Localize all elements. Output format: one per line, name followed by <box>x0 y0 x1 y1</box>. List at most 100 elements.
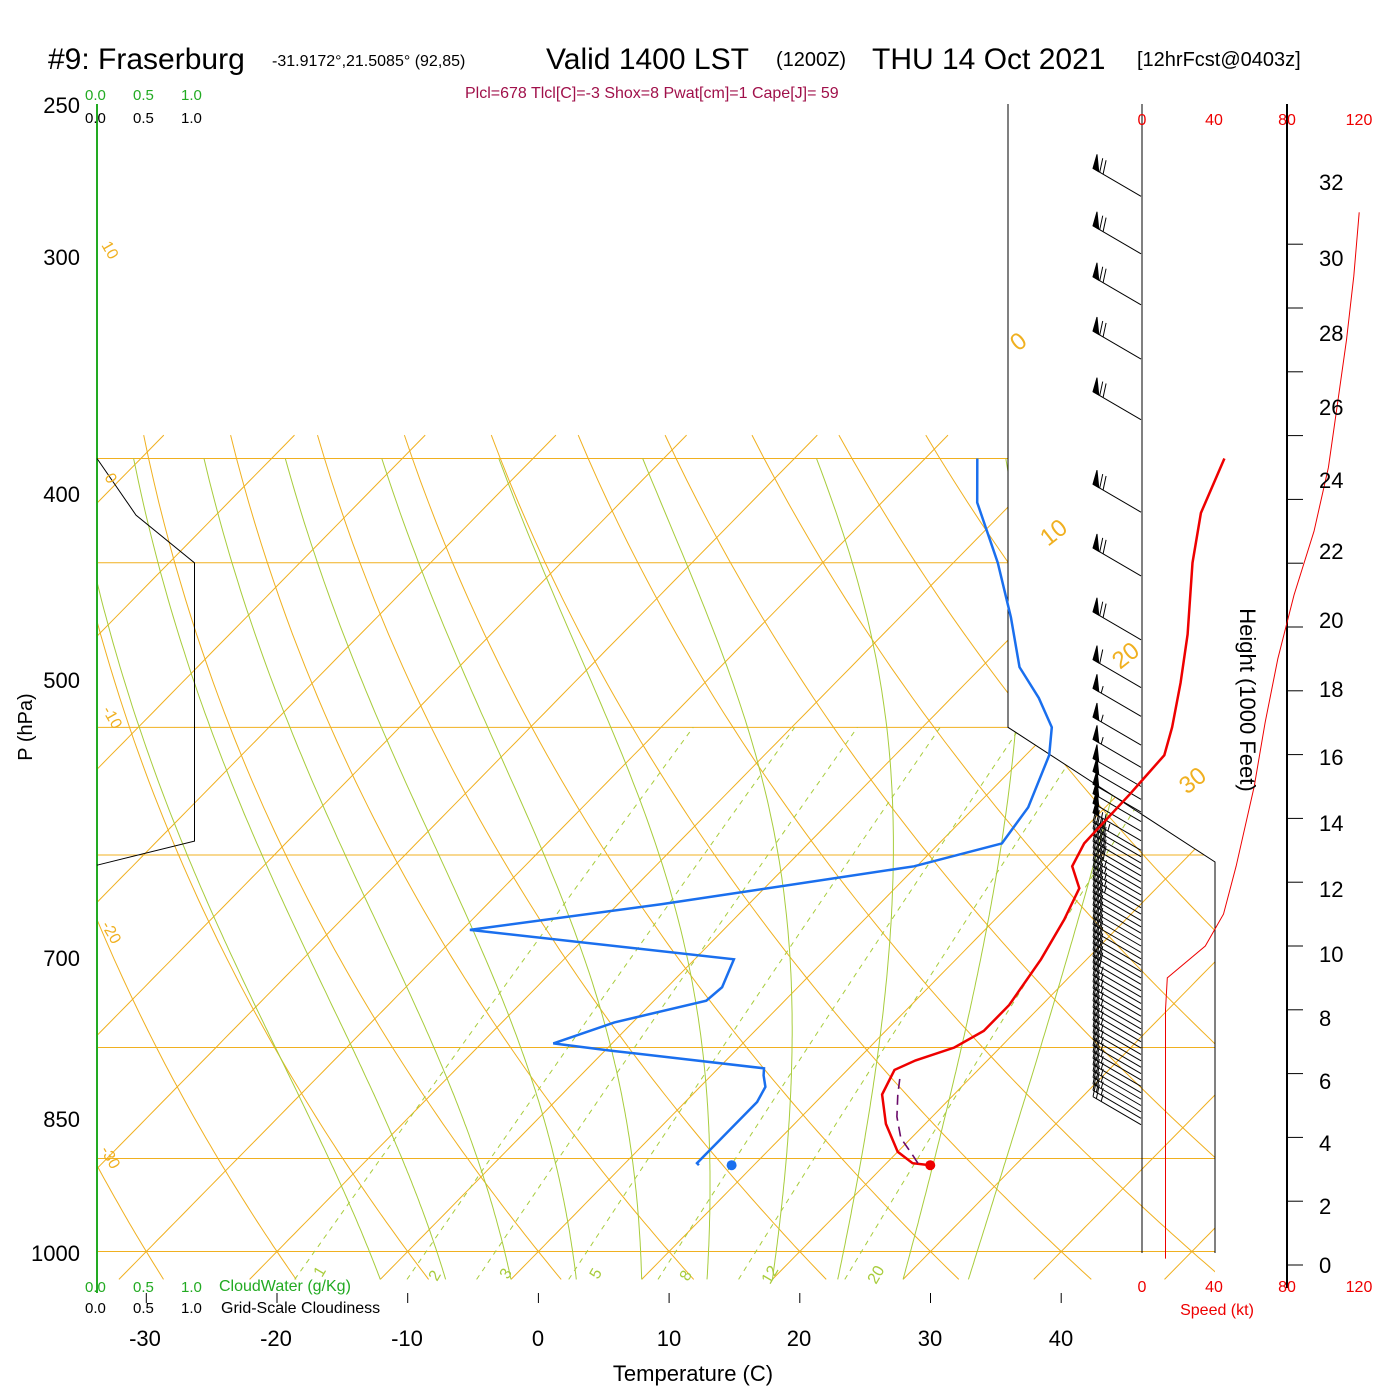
wind-barb-flag <box>1102 383 1107 398</box>
wind-barb-flag <box>1102 603 1107 618</box>
wind-barb-shaft <box>1092 860 1142 890</box>
x-axis-title: Temperature (C) <box>613 1361 773 1386</box>
cloud-scale-top: 0.0 0.5 1.0 0.0 0.5 1.0 <box>85 87 202 127</box>
wind-barb-pennant <box>1092 757 1100 776</box>
wind-barb-pennant <box>1092 533 1100 553</box>
cloud-tick-bottom: 0.0 <box>85 1279 106 1296</box>
dry-adiabat-label: 10 <box>98 239 122 263</box>
height-tick-label: 24 <box>1319 468 1343 493</box>
wind-barb-shaft <box>1092 225 1142 255</box>
dry-adiabat-line <box>230 434 695 1280</box>
pressure-tick-label: 300 <box>43 245 80 270</box>
dry-adiabat-label: -30 <box>97 1144 123 1173</box>
wind-barb-half-flag <box>1100 736 1104 745</box>
wind-barb-shaft <box>1092 904 1142 934</box>
wind-barb-shaft <box>1092 659 1142 689</box>
isotherm-line <box>97 434 687 1280</box>
temp-tick-label: -10 <box>391 1326 423 1351</box>
parcel-trace <box>896 1076 919 1164</box>
wind-barb-half-flag <box>1100 714 1104 722</box>
height-tick-label: 28 <box>1319 321 1343 346</box>
wind-barb-shaft <box>1092 866 1142 896</box>
dry-adiabat-line <box>317 434 827 1280</box>
temp-tick-label: 0 <box>532 1326 544 1351</box>
wind-barb-pennant <box>1092 377 1100 396</box>
wind-barb <box>1092 779 1142 823</box>
height-tick-label: 10 <box>1319 942 1343 967</box>
surface-dewpoint-point <box>726 1160 737 1171</box>
height-tick-label: 32 <box>1319 170 1343 195</box>
plot-right-border <box>1007 104 1216 1253</box>
wind-barb-flag <box>1099 649 1104 664</box>
wind-barb-flag <box>1099 812 1104 827</box>
isotherm-line <box>97 434 818 1280</box>
isotherm-line <box>97 434 557 1280</box>
wind-barb-shaft <box>1092 879 1142 909</box>
wind-barb-half-flag <box>1100 685 1104 694</box>
height-tick-label: 30 <box>1319 246 1343 271</box>
moist-adiabat-line <box>97 458 381 1280</box>
speed-tick-label: 40 <box>1205 1279 1223 1296</box>
y-axis-title: P (hPa) <box>15 693 37 760</box>
wind-barb-pennant <box>1092 211 1100 231</box>
wind-barb-flag <box>1099 601 1104 616</box>
wind-barb-shaft <box>1092 167 1142 197</box>
wind-barb <box>1092 597 1142 641</box>
isotherm-line <box>902 434 1215 1280</box>
wind-barb-flag <box>1102 268 1107 283</box>
wind-barb-pennant <box>1092 725 1100 744</box>
mixing-ratio-labels: 1 2 3 5 8 12 20 <box>311 1263 889 1287</box>
isotherm-line <box>97 434 165 1280</box>
height-tick-label: 12 <box>1319 877 1343 902</box>
wind-barb-pennant <box>1092 645 1100 664</box>
wind-barb-shaft <box>1092 892 1142 921</box>
speed-tick-label: 80 <box>1278 112 1296 129</box>
wind-barb-shaft <box>1092 483 1142 513</box>
temp-tick-label: 30 <box>918 1326 942 1351</box>
mixing-ratio-label: 12 <box>759 1263 783 1287</box>
height-tick-label: 16 <box>1319 745 1343 770</box>
pressure-tick-label: 500 <box>43 668 80 693</box>
dry-adiabat-line <box>1360 435 1400 1279</box>
moist-adiabat-line <box>642 458 793 1280</box>
wind-barb <box>1092 316 1142 360</box>
dry-adiabat-line <box>97 435 164 1280</box>
moist-adiabat-line <box>133 458 447 1280</box>
wind-barb-flag <box>1092 814 1097 829</box>
cloud-tick-bottom: 1.0 <box>181 1279 202 1296</box>
isotherm-line <box>97 434 295 1280</box>
mixing-ratio-label: 8 <box>677 1268 696 1284</box>
speed-axis-title: Speed (kt) <box>1180 1302 1254 1319</box>
wind-barb-shaft <box>1092 885 1142 915</box>
wind-barb-shaft <box>1092 611 1142 641</box>
wind-barb-pennant <box>1092 702 1100 722</box>
cloudiness-tick-bottom: 0.0 <box>85 1300 106 1317</box>
isotherm-line <box>118 434 949 1280</box>
height-tick-label: 4 <box>1319 1131 1331 1156</box>
pressure-tick-label: 1000 <box>31 1241 80 1266</box>
wind-barb-flag <box>1099 266 1104 281</box>
cloud-scale-bottom: 0.0 0.5 1.0 CloudWater (g/Kg) 0.0 0.5 1.… <box>85 1278 380 1317</box>
pressure-tick-label: 700 <box>43 946 80 971</box>
cloudiness-tick-top: 0.5 <box>133 110 154 127</box>
wind-barb-shaft <box>1092 955 1142 985</box>
station-title: #9: Fraserburg <box>48 43 245 76</box>
wind-barb-shaft <box>1092 930 1142 960</box>
wind-barb <box>1092 757 1142 800</box>
wind-barb <box>1092 377 1142 421</box>
temp-tick-label: -30 <box>129 1326 161 1351</box>
wind-barb-pennant <box>1092 744 1100 763</box>
wind-barb <box>1092 211 1142 255</box>
dry-adiabat-line <box>1186 434 1215 1280</box>
wind-barb <box>1092 769 1142 813</box>
isotherm-line <box>772 434 1215 1280</box>
isotherm-label: 10 <box>1035 514 1073 552</box>
temp-tick-label: 40 <box>1049 1326 1073 1351</box>
dry-adiabat-line <box>751 434 1215 1280</box>
wind-barb-shaft <box>1092 943 1142 972</box>
height-tick-label: 22 <box>1319 539 1343 564</box>
temp-tick-label: 20 <box>787 1326 811 1351</box>
mixing-ratio-label: 5 <box>587 1266 606 1282</box>
mixing-ratio-label: 20 <box>865 1263 889 1287</box>
